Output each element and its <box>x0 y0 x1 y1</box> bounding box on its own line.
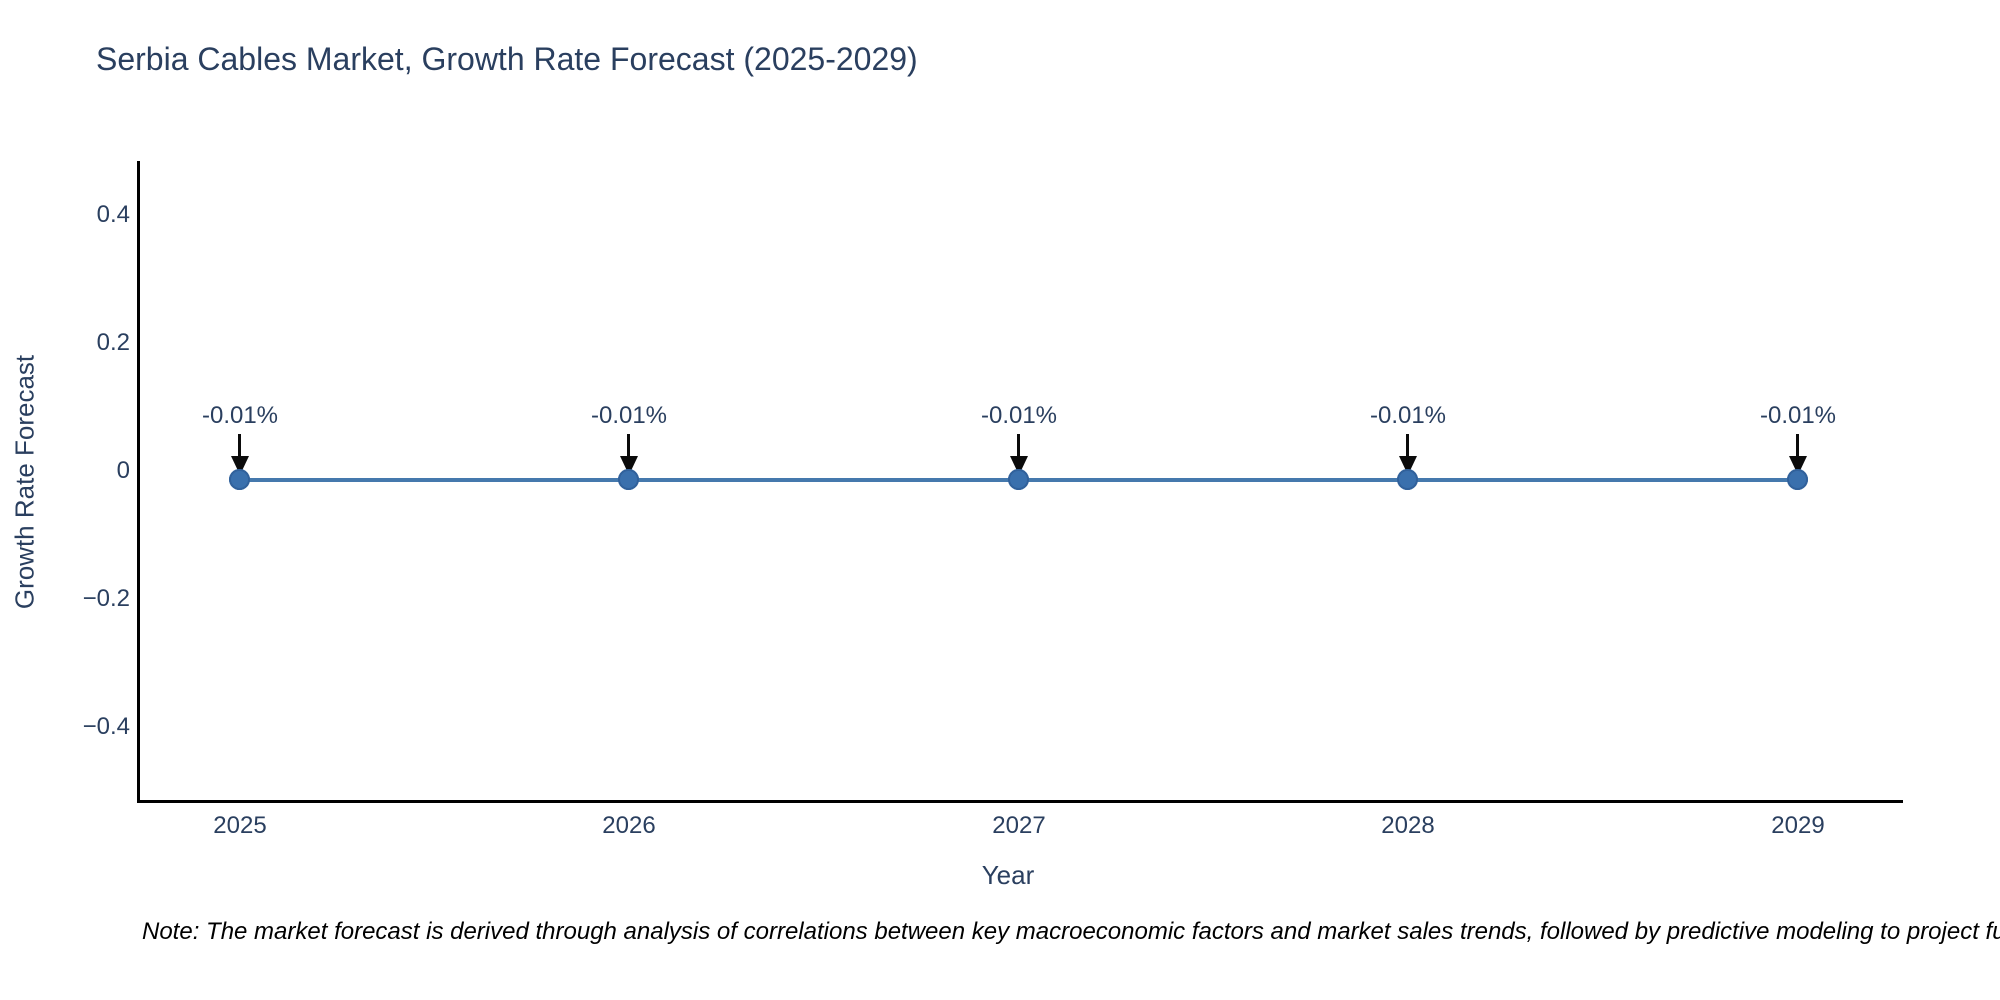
x-tick-2028: 2028 <box>1381 812 1435 839</box>
x-axis-line <box>137 800 1903 803</box>
y-tick-0.2: 0.2 <box>96 329 130 356</box>
x-tick-2027: 2027 <box>992 812 1046 839</box>
y-tick-0.4: 0.4 <box>96 201 130 228</box>
data-point-2025[interactable] <box>229 469 250 490</box>
arrow-shaft-2027 <box>1017 434 1020 457</box>
point-label-2026: -0.01% <box>590 402 668 429</box>
point-label-2029: -0.01% <box>1759 402 1837 429</box>
x-axis-title: Year <box>981 860 1035 890</box>
arrow-shaft-2028 <box>1406 434 1409 457</box>
y-axis-line <box>137 161 140 803</box>
data-point-2029[interactable] <box>1787 469 1808 490</box>
y-tick-neg0.4: −0.4 <box>82 713 130 740</box>
arrow-shaft-2029 <box>1796 434 1799 457</box>
y-tick-0: 0 <box>116 457 130 484</box>
point-label-2025: -0.01% <box>201 402 279 429</box>
arrow-shaft-2025 <box>238 434 241 457</box>
point-label-2027: -0.01% <box>980 402 1058 429</box>
x-tick-2025: 2025 <box>213 812 267 839</box>
arrow-shaft-2026 <box>627 434 630 457</box>
footnote: Note: The market forecast is derived thr… <box>142 918 2000 945</box>
point-label-2028: -0.01% <box>1369 402 1447 429</box>
data-point-2026[interactable] <box>618 469 639 490</box>
y-tick-neg0.2: −0.2 <box>82 585 130 612</box>
chart-title: Serbia Cables Market, Growth Rate Foreca… <box>96 41 918 77</box>
data-point-2027[interactable] <box>1008 469 1029 490</box>
x-tick-2026: 2026 <box>602 812 656 839</box>
x-tick-2029: 2029 <box>1771 812 1825 839</box>
data-point-2028[interactable] <box>1397 469 1418 490</box>
